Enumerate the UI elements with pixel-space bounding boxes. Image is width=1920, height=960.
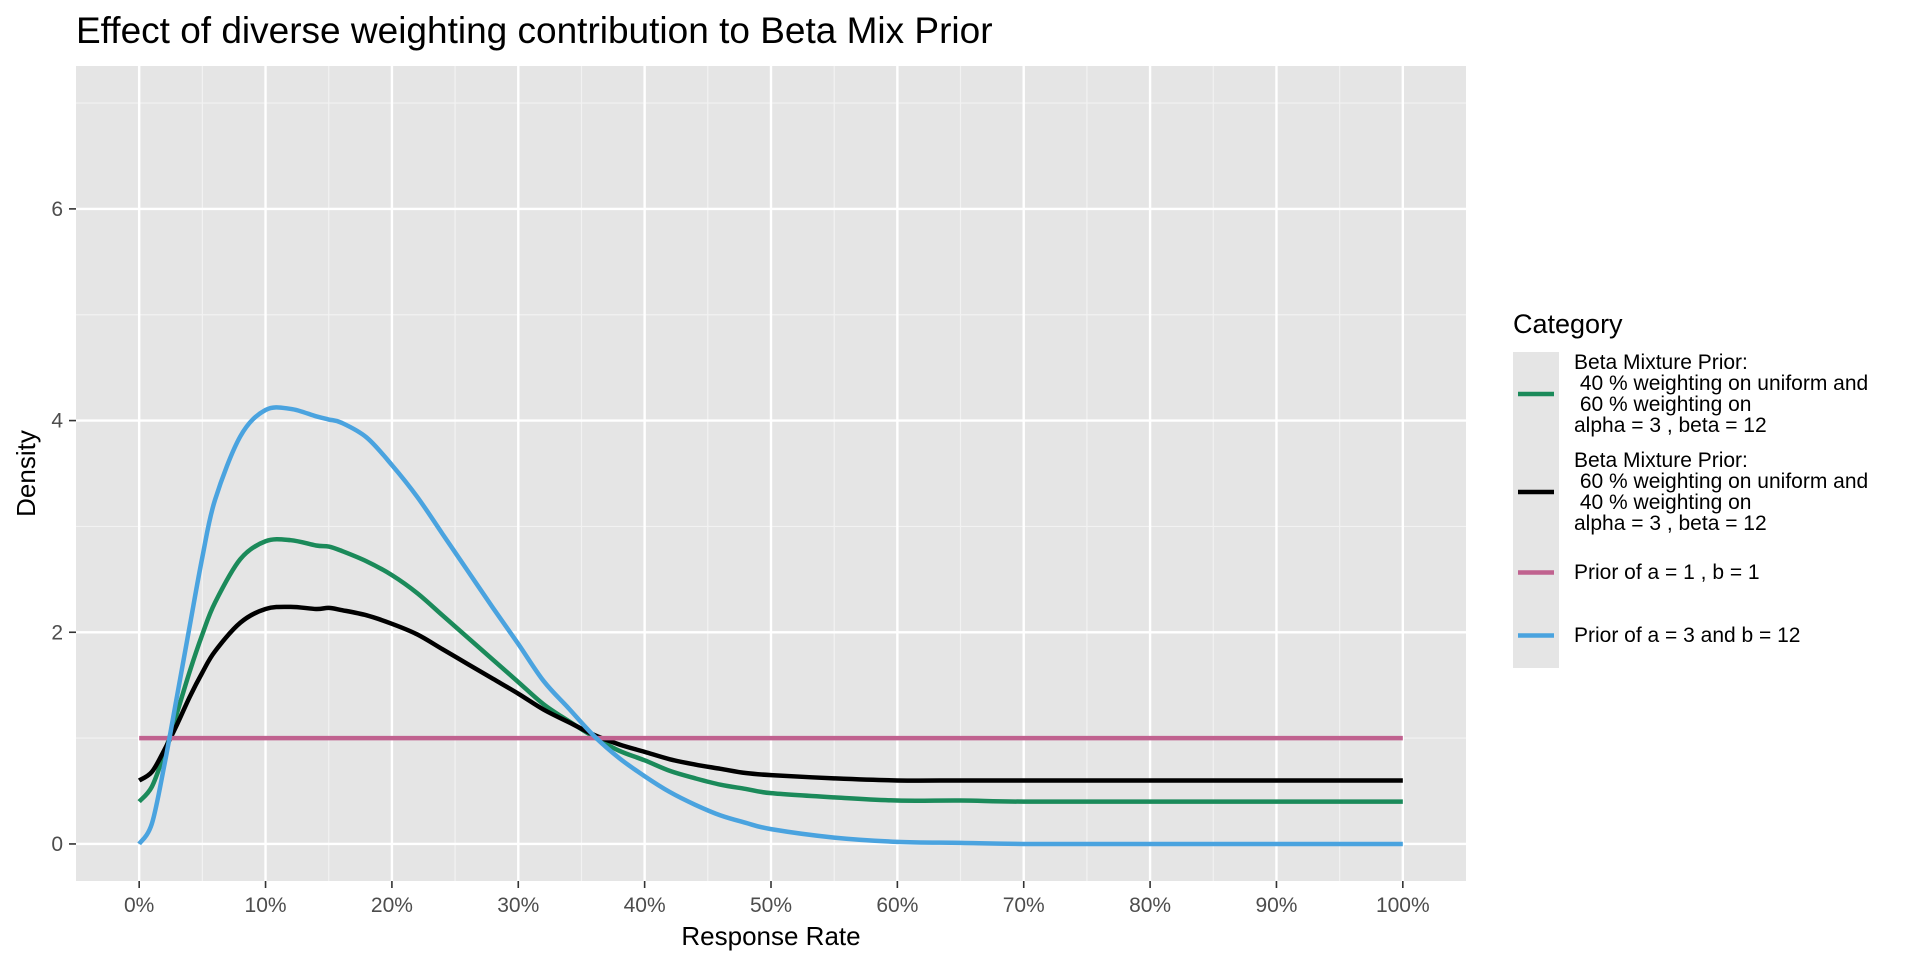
series-layer	[137, 405, 1403, 847]
y-tick-label: 2	[51, 621, 63, 644]
x-tick-label: 100%	[1376, 894, 1430, 917]
series-line-4	[137, 405, 1403, 847]
legend: Category Beta Mixture Prior: 40 % weight…	[1513, 309, 1868, 668]
legend-title: Category	[1513, 309, 1623, 339]
legend-label-2: Beta Mixture Prior: 60 % weighting on un…	[1574, 449, 1868, 535]
x-tick-label: 30%	[497, 894, 539, 917]
y-axis-title: Density	[11, 430, 41, 517]
y-tick-label: 4	[51, 410, 63, 433]
x-tick-label: 40%	[624, 894, 666, 917]
chart-title: Effect of diverse weighting contribution…	[76, 10, 993, 51]
series-line-1	[137, 537, 1403, 804]
x-axis: 0% 10% 20% 30% 40% 50% 60% 70% 80% 90% 100%	[124, 881, 1430, 917]
x-tick-label: 60%	[876, 894, 918, 917]
legend-items: Beta Mixture Prior: 40 % weighting on un…	[1518, 351, 1868, 647]
legend-key-background	[1513, 352, 1559, 668]
y-axis: 0 2 4 6	[51, 198, 76, 856]
x-tick-label: 20%	[371, 894, 413, 917]
legend-label-3: Prior of a = 1 , b = 1	[1574, 561, 1760, 584]
x-tick-label: 50%	[750, 894, 792, 917]
x-axis-title: Response Rate	[681, 921, 860, 951]
x-tick-label: 90%	[1255, 894, 1297, 917]
y-tick-label: 0	[51, 833, 63, 856]
y-tick-label: 6	[51, 198, 63, 221]
legend-label-1: Beta Mixture Prior: 40 % weighting on un…	[1574, 351, 1868, 437]
x-tick-label: 80%	[1129, 894, 1171, 917]
x-tick-label: 70%	[1003, 894, 1045, 917]
x-tick-label: 0%	[124, 894, 154, 917]
x-tick-label: 10%	[245, 894, 287, 917]
legend-label-4: Prior of a = 3 and b = 12	[1574, 624, 1801, 647]
series-line-2	[137, 604, 1403, 783]
